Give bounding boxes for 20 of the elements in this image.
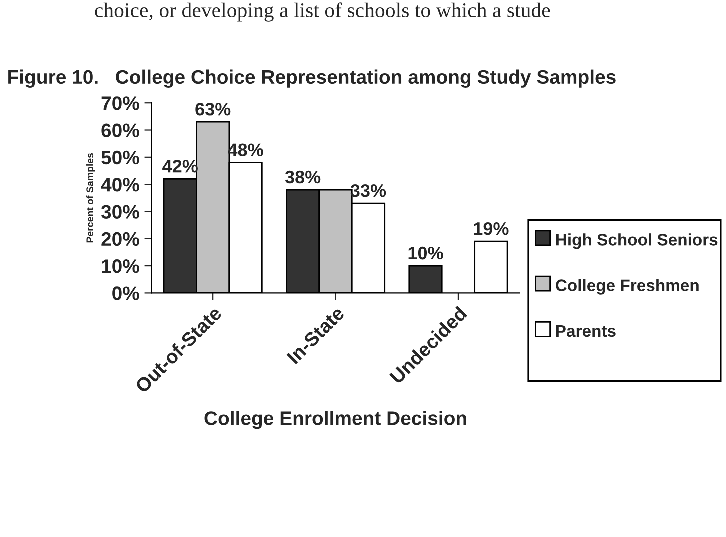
legend-label: High School Seniors xyxy=(556,234,718,250)
data-label: 10% xyxy=(408,246,444,260)
y-tick-label: 70% xyxy=(102,96,140,110)
y-tick-label: 50% xyxy=(102,150,140,165)
x-axis-title: College Enrollment Decision xyxy=(204,411,466,430)
data-label: 33% xyxy=(350,184,386,198)
data-label: 63% xyxy=(196,102,231,116)
data-label: 38% xyxy=(285,170,321,184)
y-tick-label: 0% xyxy=(112,286,140,300)
y-tick-label: 60% xyxy=(102,124,140,138)
chart-title: Figure 10. College Choice Representation among Study Samples xyxy=(8,70,616,88)
y-tick-label: 40% xyxy=(101,178,140,192)
y-tick-label: 10% xyxy=(102,260,140,274)
text: choice, or developing a list of schools to which a stude xyxy=(95,2,550,22)
y-tick-label: 30% xyxy=(101,205,140,219)
legend-label: College Freshmen xyxy=(556,279,699,295)
y-axis-title: Percent of Samples xyxy=(86,153,96,243)
data-label: 19% xyxy=(474,222,509,236)
legend-label: Parents xyxy=(556,325,616,338)
y-tick-label: 20% xyxy=(102,232,140,246)
